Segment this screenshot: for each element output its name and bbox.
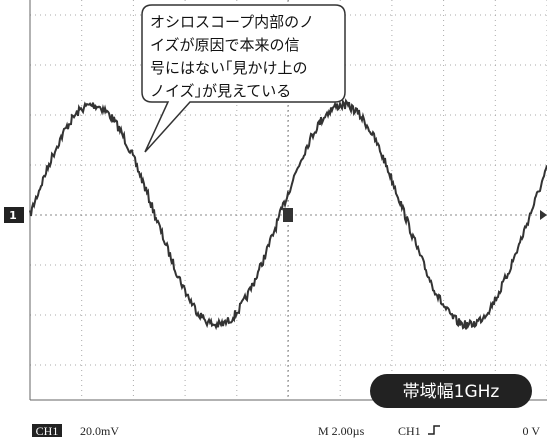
status-scale: 20.0mV — [80, 424, 119, 438]
badge-label: 帯域幅1GHz — [403, 382, 500, 402]
status-timebase: M 2.00µs — [318, 424, 365, 438]
channel-marker-label: 1 — [9, 209, 17, 222]
trigger-position-marker — [283, 208, 293, 222]
callout-line: ノイズ｣が見えている — [150, 82, 291, 100]
callout-line: イズが原因で本来の信 — [150, 36, 300, 54]
callout-line: 号にはない｢見かけ上の — [150, 59, 308, 77]
status-channel: CH1 — [36, 424, 59, 438]
status-trigger-source: CH1 — [398, 424, 421, 438]
status-trigger-level: 0 V — [523, 424, 541, 438]
callout-line: オシロスコープ内部のノ — [150, 13, 314, 31]
oscilloscope-screen: 1 オシロスコープ内部のノ イズが原因で本来の信 号にはない｢見かけ上の ノイズ… — [0, 0, 547, 441]
page: 1 オシロスコープ内部のノ イズが原因で本来の信 号にはない｢見かけ上の ノイズ… — [0, 0, 547, 441]
